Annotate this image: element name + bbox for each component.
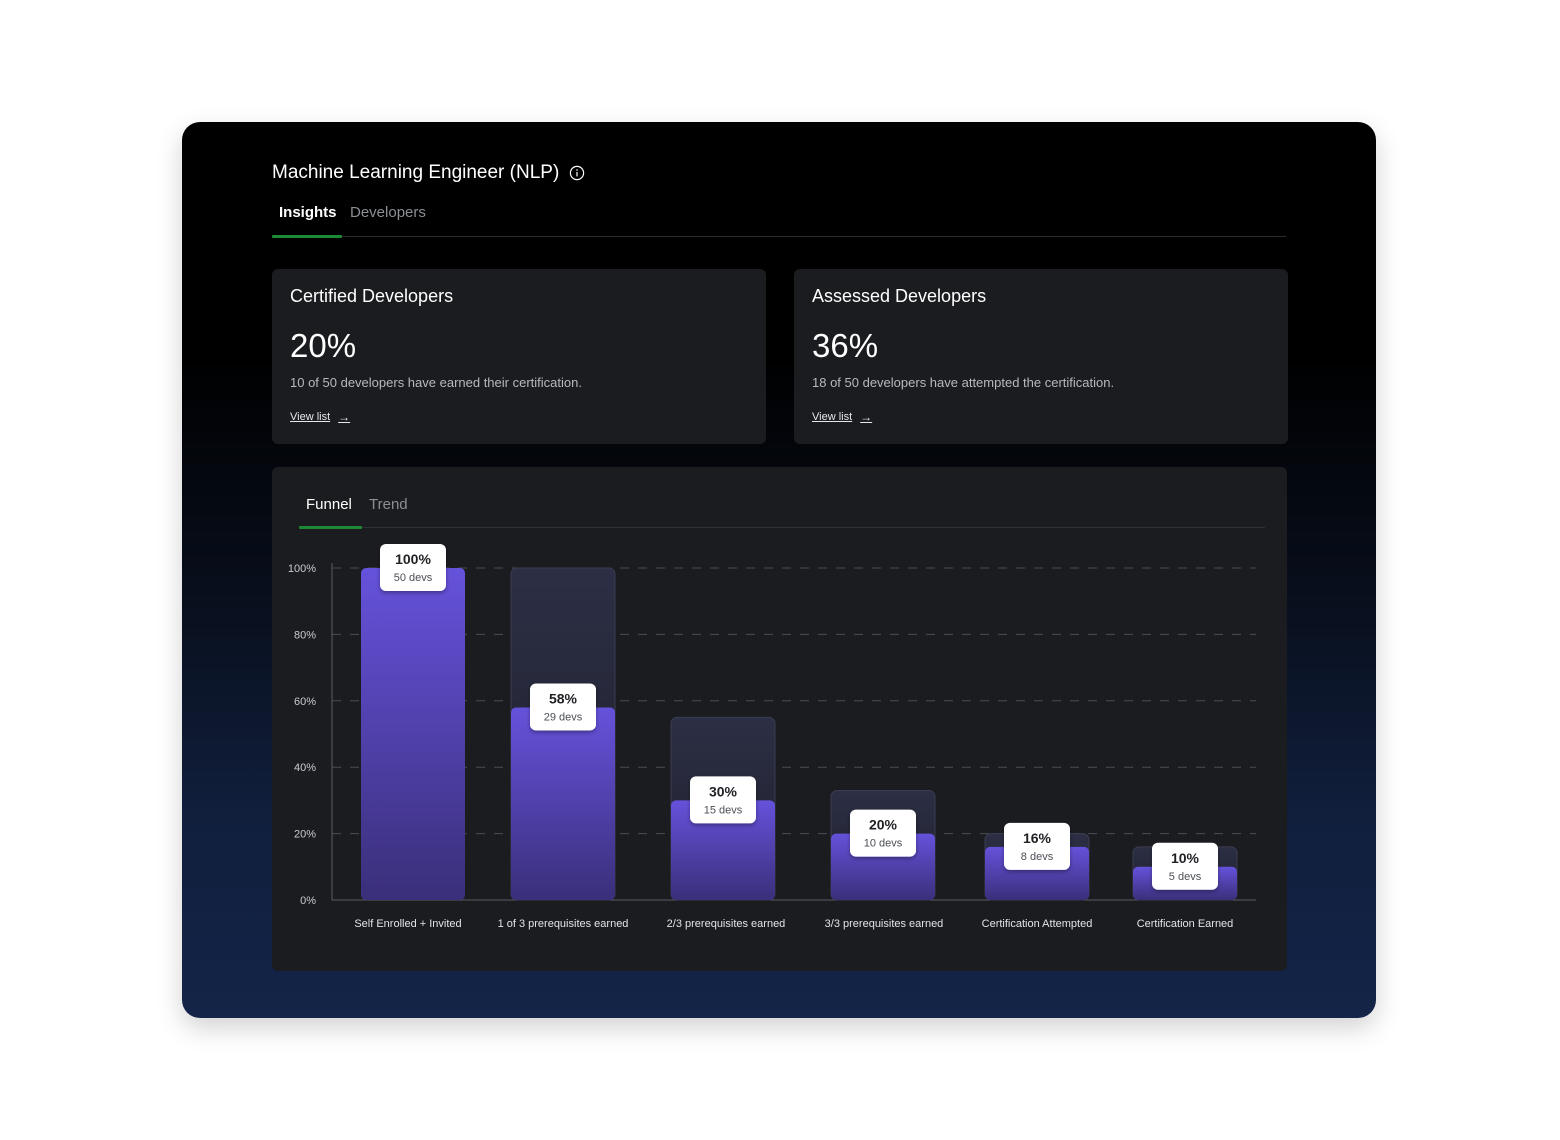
tab-developers[interactable]: Developers — [350, 204, 426, 221]
tab-insights[interactable]: Insights — [279, 204, 337, 221]
arrow-right-icon: → — [860, 410, 873, 424]
tab-trend[interactable]: Trend — [369, 496, 408, 513]
bar-percent-label: 30% — [709, 783, 738, 799]
bar-value-label: 100% 50 devs — [380, 544, 446, 591]
tab-funnel[interactable]: Funnel — [306, 496, 352, 513]
bar-label-box — [1004, 822, 1070, 870]
card-title: Assessed Developers — [812, 286, 987, 306]
y-tick-label: 60% — [294, 696, 316, 708]
x-category-label: Self Enrolled + Invited — [354, 918, 461, 930]
y-tick-label: 0% — [300, 895, 316, 907]
x-category-label: Certification Attempted — [982, 918, 1093, 930]
active-tab-indicator — [299, 526, 362, 529]
chart-tab-bar: Funnel Trend — [299, 491, 1265, 529]
bar-percent-label: 20% — [869, 817, 898, 833]
view-list-link[interactable]: View list → — [290, 410, 350, 424]
y-tick-label: 80% — [294, 629, 316, 641]
certified-developers-card: Certified Developers 20% 10 of 50 develo… — [272, 269, 766, 444]
bar-percent-label: 100% — [395, 551, 431, 567]
funnel-chart: 0% 20% 40% 60% 80% 100% 100% 50 devs Self Enroll… — [288, 544, 1256, 930]
card-value: 36% — [812, 327, 879, 364]
funnel-bar — [511, 707, 615, 900]
app-window: Machine Learning Engineer (NLP) Insights… — [182, 122, 1376, 1018]
view-list-label: View list — [290, 411, 331, 423]
bar-label-box — [850, 809, 916, 857]
bar-count-label: 5 devs — [1169, 871, 1202, 883]
arrow-right-icon: → — [338, 410, 351, 424]
page-title: Machine Learning Engineer (NLP) — [272, 162, 585, 184]
page-title-text: Machine Learning Engineer (NLP) — [272, 162, 560, 183]
bar-count-label: 10 devs — [864, 838, 903, 850]
funnel-chart-panel: Funnel Trend 0% 20% 40% 60% 80% 100% 100% 50 de… — [272, 467, 1287, 971]
bar-label-box — [1152, 842, 1218, 890]
card-description: 10 of 50 developers have earned their ce… — [290, 375, 582, 390]
bar-value-label: 30% 15 devs — [690, 776, 756, 824]
bar-percent-label: 58% — [549, 690, 578, 706]
card-value: 20% — [290, 327, 357, 364]
info-icon[interactable] — [569, 165, 585, 181]
top-tab-bar: Insights Developers — [272, 200, 1286, 238]
bar-count-label: 8 devs — [1021, 851, 1054, 863]
card-title: Certified Developers — [290, 286, 454, 306]
view-list-link[interactable]: View list → — [812, 410, 872, 424]
bar-value-label: 58% 29 devs — [530, 683, 596, 731]
bar-count-label: 15 devs — [704, 804, 743, 816]
funnel-bar — [671, 800, 775, 900]
assessed-developers-card: Assessed Developers 36% 18 of 50 develop… — [794, 269, 1288, 444]
bar-value-label: 16% 8 devs — [1004, 822, 1070, 870]
bar-percent-label: 10% — [1171, 850, 1200, 866]
y-tick-label: 20% — [294, 829, 316, 841]
funnel-bar — [361, 568, 465, 900]
bar-count-label: 50 devs — [394, 572, 433, 584]
x-category-label: Certification Earned — [1137, 918, 1234, 930]
bar-label-box — [380, 544, 446, 591]
x-category-label: 2/3 prerequisites earned — [667, 918, 786, 930]
card-description: 18 of 50 developers have attempted the c… — [812, 375, 1115, 390]
bar-label-box — [690, 776, 756, 824]
bar-count-label: 29 devs — [544, 711, 583, 723]
y-tick-label: 40% — [294, 762, 316, 774]
bar-label-box — [530, 683, 596, 731]
view-list-label: View list — [812, 411, 853, 423]
x-category-label: 1 of 3 prerequisites earned — [498, 918, 629, 930]
x-category-label: 3/3 prerequisites earned — [825, 918, 944, 930]
bar-value-label: 10% 5 devs — [1152, 842, 1218, 890]
active-tab-indicator — [272, 235, 342, 238]
bar-percent-label: 16% — [1023, 830, 1052, 846]
y-tick-label: 100% — [288, 563, 316, 575]
bar-value-label: 20% 10 devs — [850, 809, 916, 857]
